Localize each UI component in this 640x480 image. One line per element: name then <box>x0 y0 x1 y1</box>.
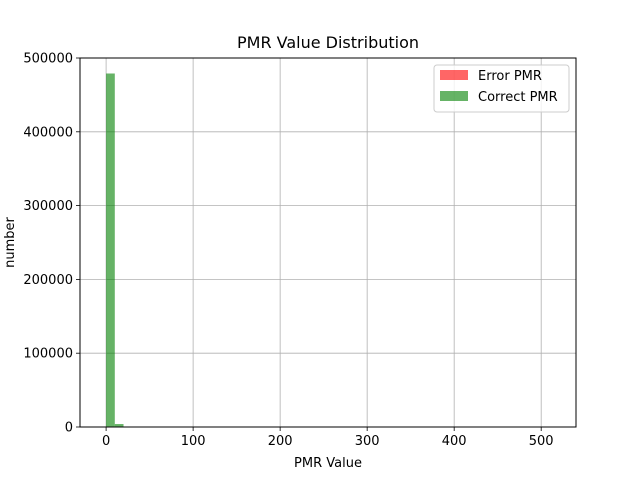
plot-frame <box>79 57 577 428</box>
y-tick-label: 400000 <box>23 125 73 140</box>
legend-label-error-pmr: Error PMR <box>478 69 542 84</box>
x-tick-label: 400 <box>442 434 467 449</box>
grid-lines <box>80 57 576 428</box>
x-tick-label: 200 <box>268 434 293 449</box>
axis-ticks: 0 100 200 300 400 500 0 100000 200000 300000 40000… <box>23 52 553 450</box>
x-tick-label: 300 <box>355 434 380 449</box>
y-tick-label: 200000 <box>23 273 73 288</box>
legend-label-correct-pmr: Correct PMR <box>478 90 558 105</box>
x-tick-label: 0 <box>102 434 110 449</box>
legend: Error PMR Correct PMR <box>433 64 570 113</box>
y-tick-label: 300000 <box>23 199 73 214</box>
y-tick-label: 100000 <box>23 347 73 362</box>
legend-swatch-error-pmr <box>440 70 468 80</box>
y-axis-label: number <box>3 216 18 267</box>
chart-title: PMR Value Distribution <box>237 33 419 52</box>
x-axis-label: PMR Value <box>294 456 362 471</box>
x-tick-label: 100 <box>181 434 206 449</box>
bar-correct-pmr <box>106 73 115 428</box>
legend-swatch-correct-pmr <box>440 91 468 101</box>
y-tick-label: 0 <box>65 421 73 436</box>
y-tick-label: 500000 <box>23 52 73 67</box>
bar-correct-pmr <box>114 424 124 427</box>
x-tick-label: 500 <box>529 434 554 449</box>
